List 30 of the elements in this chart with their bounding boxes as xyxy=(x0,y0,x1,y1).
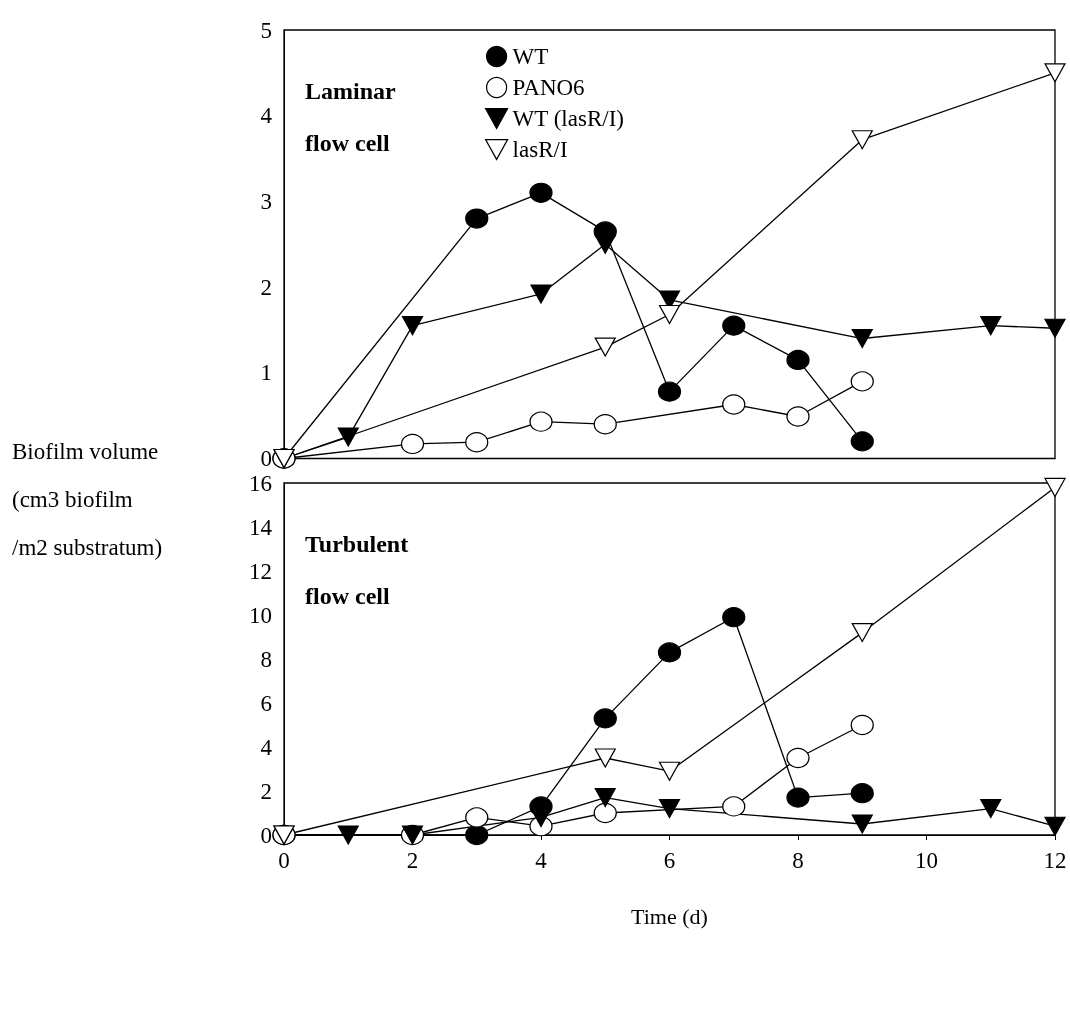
x-tick-label: 10 xyxy=(915,848,938,873)
y-tick-label: 12 xyxy=(249,558,272,584)
x-tick-label: 6 xyxy=(663,848,676,873)
y-tick-label: 4 xyxy=(260,734,273,760)
y-tick-label: 0 xyxy=(260,446,272,471)
x-tick-label: 12 xyxy=(1043,848,1067,873)
y-tick-label: 1 xyxy=(260,360,272,386)
legend-label: WT (lasR/I) xyxy=(512,106,624,131)
y-tick-label: 2 xyxy=(260,778,272,804)
text: Turbulent flow cell xyxy=(305,531,409,609)
y-tick-label: 0 xyxy=(260,822,272,848)
x-axis-title: Time (d) xyxy=(631,903,708,929)
y-tick-label: 3 xyxy=(260,188,272,214)
y-tick-label: 10 xyxy=(249,602,272,628)
x-tick-label: 8 xyxy=(792,848,804,873)
legend-label: PANO6 xyxy=(512,75,585,100)
y-tick-label: 16 xyxy=(249,470,272,496)
y-tick-label: 4 xyxy=(260,103,273,129)
x-tick-label: 4 xyxy=(535,848,548,873)
y-tick-label: 2 xyxy=(260,274,272,300)
legend-label: WT xyxy=(512,44,549,69)
legend-label: lasR/I xyxy=(512,137,568,162)
y-axis-title: Biofilm volume (cm3 biofilm /m2 substratum) xyxy=(12,438,163,562)
text: Laminar flow cell xyxy=(305,78,397,156)
y-tick-label: 6 xyxy=(260,690,272,716)
x-tick-label: 0 xyxy=(278,848,290,873)
y-tick-label: 8 xyxy=(260,646,272,672)
y-tick-label: 5 xyxy=(260,17,272,43)
x-tick-label: 2 xyxy=(406,848,419,873)
y-tick-label: 14 xyxy=(249,514,273,540)
